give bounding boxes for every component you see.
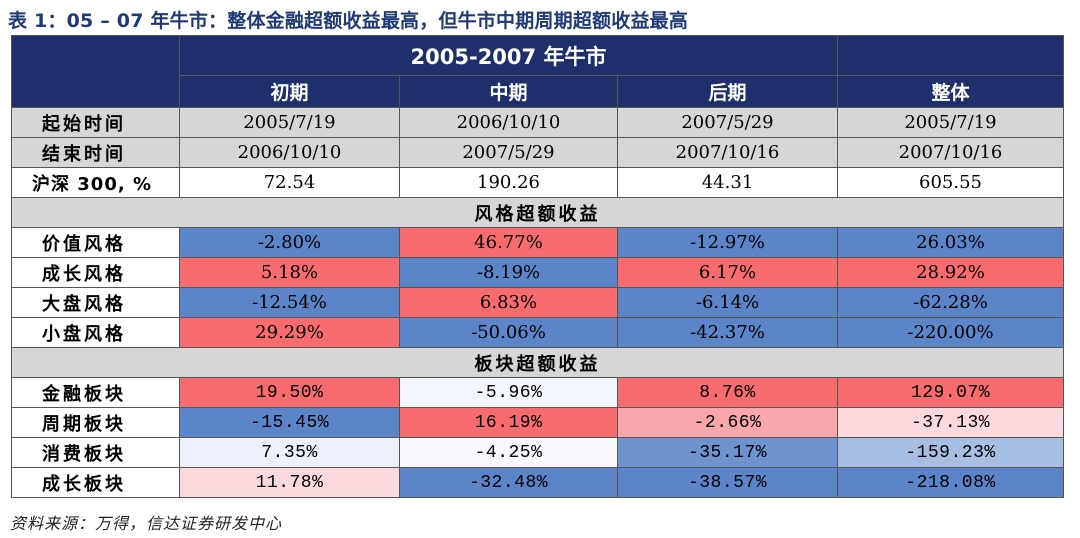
phase-late: 后期	[617, 75, 838, 108]
style-row: 大盘风格 -12.54% 6.83% -6.14% -62.28%	[11, 287, 1064, 318]
info-row-start: 起始时间 2005/7/19 2006/10/10 2007/5/29 2005…	[11, 107, 1064, 138]
sector-row: 周期板块 -15.45% 16.19% -2.66% -37.13%	[11, 407, 1064, 438]
table-cell: -35.17%	[617, 437, 838, 468]
table-cell: -5.96%	[399, 377, 618, 408]
table-cell: 8.76%	[617, 377, 838, 408]
table-cell: 2007/10/16	[837, 137, 1064, 168]
table-cell: -38.57%	[617, 467, 838, 498]
section-header-sector: 板块超额收益	[11, 347, 1064, 378]
row-label: 消费板块	[11, 437, 180, 468]
table-cell: -4.25%	[399, 437, 618, 468]
table-cell: -32.48%	[399, 467, 618, 498]
table-cell: -37.13%	[837, 407, 1064, 438]
table-cell: 26.03%	[837, 227, 1064, 258]
sector-row: 金融板块 19.50% -5.96% 8.76% 129.07%	[11, 377, 1064, 408]
header-main-blank	[837, 35, 1064, 76]
table-cell: 72.54	[179, 167, 400, 198]
header-corner	[11, 35, 180, 108]
header-main: 2005-2007 年牛市	[179, 35, 838, 76]
info-row-end: 结束时间 2006/10/10 2007/5/29 2007/10/16 200…	[11, 137, 1064, 168]
phase-mid: 中期	[399, 75, 618, 108]
row-label: 成长板块	[11, 467, 180, 498]
sector-row: 成长板块 11.78% -32.48% -38.57% -218.08%	[11, 467, 1064, 498]
sector-row: 消费板块 7.35% -4.25% -35.17% -159.23%	[11, 437, 1064, 468]
style-row: 成长风格 5.18% -8.19% 6.17% 28.92%	[11, 257, 1064, 288]
table-cell: 5.18%	[179, 257, 400, 288]
table-cell: -62.28%	[837, 287, 1064, 318]
table-cell: -6.14%	[617, 287, 838, 318]
table-cell: 129.07%	[837, 377, 1064, 408]
row-label: 沪深 300, %	[11, 167, 180, 198]
table-cell: 6.17%	[617, 257, 838, 288]
style-row: 价值风格 -2.80% 46.77% -12.97% 26.03%	[11, 227, 1064, 258]
table-cell: 605.55	[837, 167, 1064, 198]
table-cell: 7.35%	[179, 437, 400, 468]
table-cell: -218.08%	[837, 467, 1064, 498]
row-label: 结束时间	[11, 137, 180, 168]
style-row: 小盘风格 29.29% -50.06% -42.37% -220.00%	[11, 317, 1064, 348]
row-label: 大盘风格	[11, 287, 180, 318]
section-header-style: 风格超额收益	[11, 197, 1064, 228]
table-cell: -2.80%	[179, 227, 400, 258]
table-cell: -8.19%	[399, 257, 618, 288]
row-label: 小盘风格	[11, 317, 180, 348]
table-cell: 28.92%	[837, 257, 1064, 288]
source-note: 资料来源：万得，信达证券研发中心	[10, 514, 283, 533]
table-cell: 190.26	[399, 167, 618, 198]
table-cell: 44.31	[617, 167, 838, 198]
table-cell: 29.29%	[179, 317, 400, 348]
table-cell: 2005/7/19	[837, 107, 1064, 138]
table-cell: -2.66%	[617, 407, 838, 438]
table-cell: -12.54%	[179, 287, 400, 318]
table-cell: 16.19%	[399, 407, 618, 438]
row-label: 金融板块	[11, 377, 180, 408]
table-cell: 2007/5/29	[617, 107, 838, 138]
table-cell: -50.06%	[399, 317, 618, 348]
table-cell: -42.37%	[617, 317, 838, 348]
table-cell: 2005/7/19	[179, 107, 400, 138]
info-row-index: 沪深 300, % 72.54 190.26 44.31 605.55	[11, 167, 1064, 198]
table-cell: -12.97%	[617, 227, 838, 258]
table-cell: 6.83%	[399, 287, 618, 318]
table-cell: 2007/10/16	[617, 137, 838, 168]
phase-overall: 整体	[837, 75, 1064, 108]
row-label: 周期板块	[11, 407, 180, 438]
row-label: 价值风格	[11, 227, 180, 258]
table-cell: 2006/10/10	[399, 107, 618, 138]
table-cell: 2007/5/29	[399, 137, 618, 168]
table-cell: -220.00%	[837, 317, 1064, 348]
bull-market-table: 2005-2007 年牛市 初期 中期 后期 整体 起始时间 2005/7/19…	[11, 35, 1064, 498]
table-cell: -159.23%	[837, 437, 1064, 468]
table-cell: 2006/10/10	[179, 137, 400, 168]
table-cell: 46.77%	[399, 227, 618, 258]
table-title: 表 1：05 – 07 年牛市：整体金融超额收益最高，但牛市中期周期超额收益最高	[8, 10, 689, 32]
table-cell: 11.78%	[179, 467, 400, 498]
row-label: 成长风格	[11, 257, 180, 288]
row-label: 起始时间	[11, 107, 180, 138]
phase-early: 初期	[179, 75, 400, 108]
table-cell: -15.45%	[179, 407, 400, 438]
table-cell: 19.50%	[179, 377, 400, 408]
